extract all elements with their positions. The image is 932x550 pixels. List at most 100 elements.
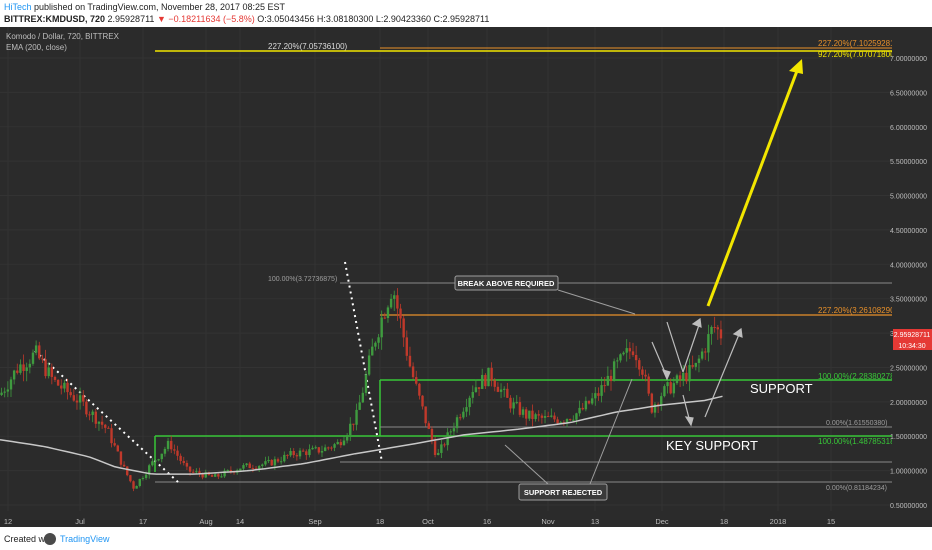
candle-body: [393, 295, 396, 299]
candle-body: [188, 466, 192, 472]
time-tick-label: Nov: [541, 517, 555, 526]
candle-body: [292, 450, 295, 456]
candle-body: [707, 334, 710, 353]
candle-body: [148, 465, 151, 475]
candle-body: [239, 468, 242, 471]
time-tick-label: 18: [376, 517, 384, 526]
time-tick-label: Jul: [75, 517, 85, 526]
candle-body: [264, 461, 267, 465]
candle-body: [78, 395, 82, 403]
candle-body: [28, 363, 32, 368]
candle-body: [524, 409, 528, 419]
target-arrowhead: [789, 59, 803, 74]
candle-body: [493, 380, 496, 387]
candle-body: [270, 459, 273, 466]
candle-body: [468, 397, 471, 408]
candle-body: [69, 392, 72, 396]
candle-body: [553, 415, 556, 420]
candle-body: [487, 367, 490, 387]
candle-body: [609, 375, 613, 382]
candle-body: [320, 451, 324, 453]
price-tick-label: 5.00000000: [890, 194, 927, 201]
candle-body: [276, 459, 280, 462]
break-pointer: [557, 289, 636, 315]
candle-body: [355, 409, 358, 425]
candle-body: [719, 329, 723, 339]
author-name[interactable]: HiTech: [4, 2, 32, 12]
candle-body: [603, 385, 606, 387]
candle-body: [9, 379, 13, 390]
candle-body: [496, 386, 500, 392]
price-chart[interactable]: Komodo / Dollar, 720, BITTREX EMA (200, …: [0, 27, 932, 527]
tradingview-brand[interactable]: TradingView: [60, 534, 110, 544]
current-price-tag: [893, 329, 932, 340]
candle-body: [644, 374, 647, 377]
candle-body: [474, 387, 478, 393]
price-tick-label: 4.00000000: [890, 262, 927, 269]
candle-body: [185, 463, 189, 467]
candle-body: [515, 402, 518, 404]
candle-body: [710, 327, 713, 335]
candle-body: [157, 459, 160, 461]
candle-body: [195, 471, 198, 473]
candle-body: [675, 375, 679, 384]
key-support-label: KEY SUPPORT: [666, 438, 758, 453]
current-price-text: 2.95928711: [894, 332, 931, 339]
candle-body: [267, 459, 270, 462]
candle-body: [141, 477, 145, 479]
candle-body: [273, 459, 277, 466]
time-tick-label: 2018: [770, 517, 787, 526]
candle-body: [367, 355, 371, 375]
candle-body: [314, 447, 317, 449]
candle-body: [543, 416, 547, 418]
candle-body: [459, 417, 462, 419]
candle-body: [226, 470, 229, 472]
time-tick-label: 14: [236, 517, 244, 526]
candle-body: [19, 364, 22, 373]
candle-body: [371, 346, 374, 356]
candle-body: [490, 367, 493, 381]
candle-body: [521, 409, 525, 415]
chart-area[interactable]: Komodo / Dollar, 720, BITTREX EMA (200, …: [0, 27, 932, 527]
countdown-text: 10:34:30: [898, 343, 925, 350]
fib-label-7103: 227.20%(7.10259281): [818, 39, 898, 48]
candle-body: [204, 472, 207, 478]
candle-body: [437, 452, 440, 455]
candle-body: [559, 422, 562, 424]
candle-body: [452, 428, 456, 432]
fib-label-3727: 100.00%(3.72736875): [268, 276, 337, 283]
candle-body: [568, 419, 572, 421]
candle-body: [584, 400, 588, 410]
ema-line: [0, 395, 723, 475]
chart-header: HiTech published on TradingView.com, Nov…: [0, 0, 932, 26]
candle-body: [330, 447, 333, 449]
candle-body: [160, 453, 163, 460]
candle-body: [465, 407, 468, 412]
quote-line: BITTREX:KMDUSD, 720 2.95928711 ▼ −0.1821…: [4, 14, 489, 25]
candle-body: [336, 442, 339, 445]
time-tick-label: 15: [827, 517, 835, 526]
price-change: −0.18211634 (−5.8%): [168, 14, 255, 24]
fib-label-1616: 0.00%(1.61550380): [826, 420, 888, 427]
candle-body: [415, 377, 418, 384]
candle-body: [220, 476, 223, 478]
candle-body: [647, 376, 650, 394]
price-tick-label: 6.00000000: [890, 125, 927, 132]
tradingview-logo-icon: [44, 533, 56, 545]
downtrend-line-2: [344, 261, 383, 463]
candle-body: [462, 411, 465, 418]
candle-body: [440, 444, 443, 453]
candle-body: [349, 423, 352, 436]
candle-body: [656, 404, 660, 406]
price-axis[interactable]: [892, 27, 932, 527]
break-callout: [454, 275, 559, 291]
candle-body: [578, 407, 581, 414]
candle-body: [669, 382, 672, 394]
candle-body: [63, 382, 66, 389]
candle-body: [713, 327, 716, 329]
candle-body: [295, 455, 299, 457]
candle-body: [257, 465, 261, 469]
price-tick-label: 5.50000000: [890, 159, 927, 166]
candle-body: [628, 348, 632, 352]
candle-body: [546, 416, 550, 418]
